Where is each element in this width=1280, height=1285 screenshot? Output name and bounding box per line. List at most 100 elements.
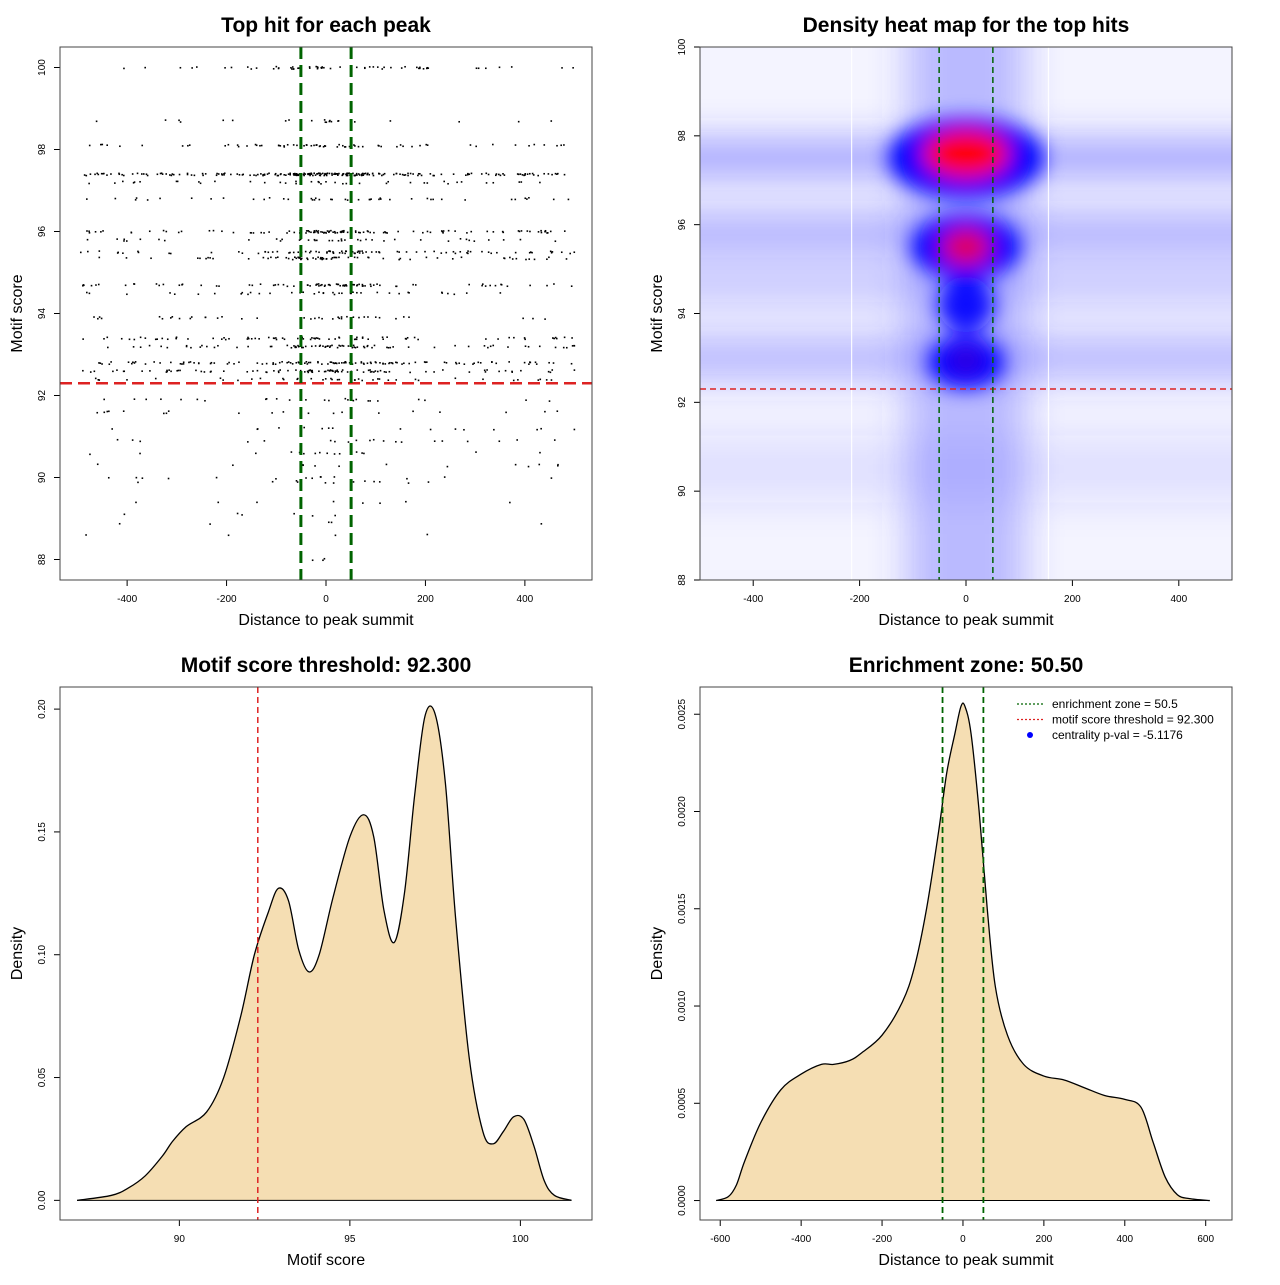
scatter-point	[204, 399, 206, 402]
scatter-point	[441, 292, 444, 294]
scatter-point	[364, 172, 367, 175]
scatter-point	[525, 399, 527, 401]
scatter-point	[274, 172, 277, 175]
scatter-point	[139, 238, 142, 241]
scatter-point	[387, 346, 390, 349]
scatter-point	[382, 338, 384, 341]
scatter-point	[321, 257, 324, 259]
scatter-point	[371, 346, 373, 349]
scatter-point	[379, 369, 382, 372]
scatter-point	[355, 439, 358, 442]
scatter-point	[315, 229, 318, 232]
scatter-point	[85, 534, 87, 536]
scatter-point	[198, 181, 200, 183]
scatter-point	[162, 283, 165, 286]
scatter-point	[180, 398, 182, 401]
scatter-point	[492, 181, 495, 184]
scatter-point	[275, 238, 278, 240]
scatter-point	[160, 172, 163, 175]
scatter-point	[365, 238, 367, 241]
scatter-point	[540, 427, 542, 430]
scatter-point	[342, 345, 345, 347]
scatter-point	[179, 362, 182, 365]
scatter-point	[222, 197, 225, 199]
scatter-point	[335, 283, 338, 285]
scatter-point	[415, 251, 418, 253]
scatter-point	[491, 361, 493, 363]
scatter-point	[286, 344, 289, 347]
scatter-point	[232, 231, 235, 234]
scatter-point	[355, 338, 358, 341]
scatter-point	[511, 370, 513, 373]
scatter-point	[252, 232, 255, 234]
plot-frame	[699, 686, 1233, 1221]
scatter-point	[97, 378, 100, 381]
scatter-point	[311, 515, 314, 517]
scatter-point	[314, 317, 316, 320]
scatter-point	[334, 362, 337, 364]
scatter-point	[281, 337, 284, 339]
scatter-point	[317, 232, 320, 234]
scatter-point	[252, 198, 255, 201]
scatter-point	[186, 173, 189, 176]
scatter-point	[331, 256, 334, 259]
scatter-point	[425, 143, 428, 146]
scatter-point	[341, 230, 344, 232]
scatter-point	[451, 258, 454, 260]
scatter-point	[299, 369, 302, 372]
scatter-point	[154, 377, 157, 380]
scatter-point	[246, 338, 249, 340]
scatter-point	[338, 172, 340, 175]
panel-distance_density: Enrichment zone: 50.50 -600 -400 -200 0 200 40…	[649, 654, 1233, 1269]
scatter-point	[163, 239, 166, 242]
scatter-point	[378, 412, 380, 414]
scatter-point	[520, 369, 522, 372]
scatter-point	[573, 369, 576, 371]
scatter-point	[399, 428, 402, 430]
scatter-point	[537, 379, 540, 381]
scatter-point	[340, 316, 343, 318]
scatter-point	[510, 66, 513, 68]
scatter-point	[492, 143, 494, 146]
scatter-point	[228, 361, 230, 364]
scatter-point	[503, 174, 506, 176]
y-tick-label: 98	[37, 144, 48, 156]
scatter-point	[399, 173, 401, 175]
scatter-point	[529, 251, 532, 253]
scatter-point	[334, 371, 337, 374]
scatter-point	[381, 336, 384, 339]
scatter-point	[139, 452, 141, 455]
scatter-point	[337, 283, 340, 286]
scatter-point	[329, 369, 332, 372]
scatter-point	[354, 174, 357, 177]
scatter-point	[122, 180, 124, 183]
scatter-point	[316, 67, 319, 70]
scatter-point	[369, 369, 371, 371]
scatter-point	[338, 344, 340, 347]
scatter-point	[227, 143, 230, 146]
scatter-point	[341, 411, 343, 414]
scatter-point	[273, 370, 275, 372]
scatter-point	[277, 371, 280, 374]
scatter-point	[343, 229, 345, 232]
scatter-point	[177, 231, 180, 234]
scatter-point	[311, 559, 314, 562]
scatter-point	[432, 174, 435, 177]
scatter-point	[297, 377, 299, 380]
scatter-point	[116, 438, 119, 441]
scatter-point	[414, 361, 417, 364]
scatter-point	[306, 257, 308, 260]
scatter-point	[388, 370, 391, 373]
scatter-point	[122, 252, 124, 254]
scatter-point	[358, 283, 360, 286]
scatter-point	[382, 440, 385, 442]
scatter-point	[502, 173, 504, 175]
scatter-point	[382, 257, 385, 260]
scatter-point	[179, 369, 181, 372]
scatter-point	[360, 174, 363, 177]
scatter-point	[379, 502, 381, 505]
scatter-point	[131, 439, 134, 441]
scatter-point	[356, 346, 359, 348]
scatter-point	[332, 362, 335, 364]
scatter-point	[145, 398, 148, 401]
